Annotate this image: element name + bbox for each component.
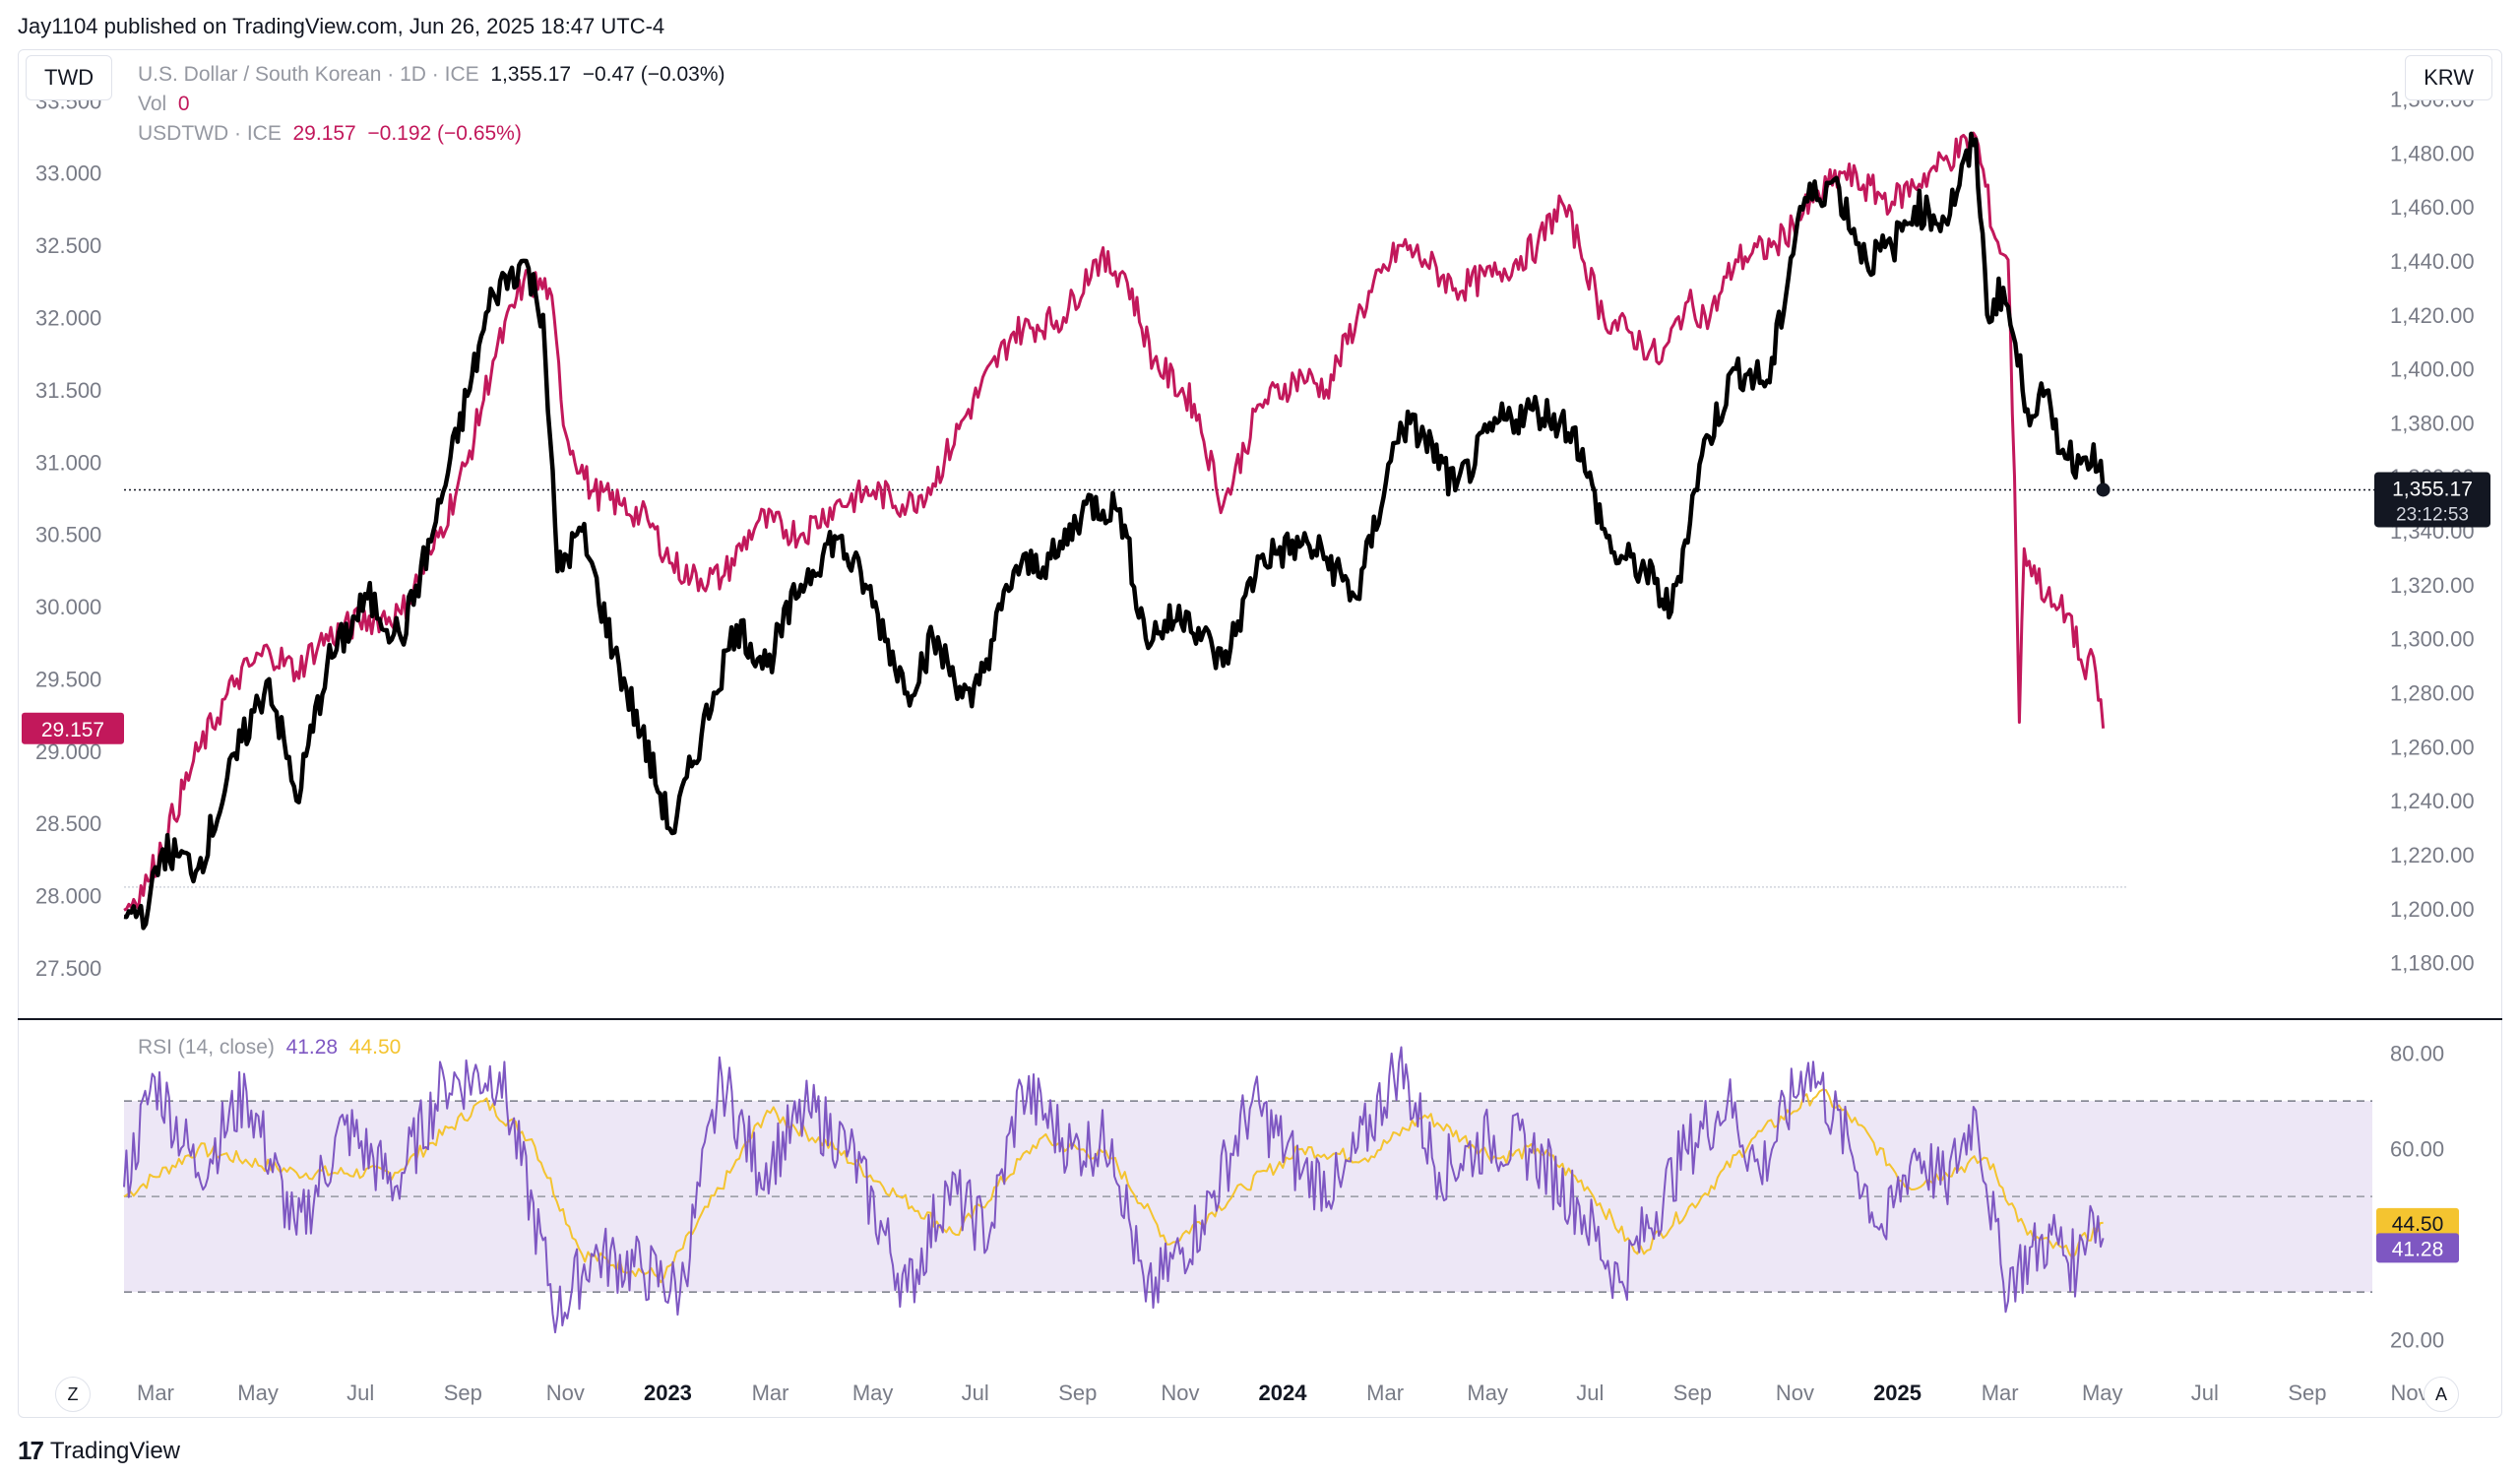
x-tick-label: May (237, 1381, 279, 1405)
right-tick-label: 1,280.00 (2390, 680, 2475, 705)
legend-vol[interactable]: Vol 0 (138, 93, 190, 116)
series-layer (123, 131, 2110, 1334)
krw-price-badge-label: 1,355.17 (2392, 478, 2473, 500)
tradingview-logo[interactable]: 17 TradingView (18, 1436, 180, 1466)
legend-main-values: 1,355.17 −0.47 (−0.03%) (490, 63, 725, 86)
right-tick-label: 1,400.00 (2390, 357, 2475, 382)
x-tick-label: May (2082, 1381, 2123, 1405)
x-tick-label: May (852, 1381, 894, 1405)
x-tick-label: 2025 (1873, 1381, 1922, 1405)
legend-overlay-values: 29.157 −0.192 (−0.65%) (292, 122, 522, 145)
x-axis-ticks: Mar May Jul Sep Nov 2023 Mar May Jul Sep Nov 2024 Ma… (137, 1381, 2429, 1405)
x-tick-label: May (1467, 1381, 1508, 1405)
x-tick-label: Nov (1776, 1381, 1814, 1405)
x-tick-label: Sep (1673, 1381, 1712, 1405)
right-tick-label: 1,240.00 (2390, 789, 2475, 813)
left-symbol-button[interactable]: TWD (26, 55, 113, 100)
rsi-ma-line (123, 1088, 2104, 1284)
krw-price-badge (2374, 472, 2490, 528)
legend-main[interactable]: U.S. Dollar / South Korean · 1D · ICE 1,… (138, 63, 725, 87)
twd-price-badge-label: 29.157 (41, 719, 104, 741)
right-tick-label: 1,220.00 (2390, 843, 2475, 868)
rsi-tick-label: 80.00 (2390, 1042, 2444, 1066)
x-tick-label: Nov (546, 1381, 585, 1405)
x-tick-label: Mar (1366, 1381, 1404, 1405)
left-tick-label: 29.500 (35, 667, 101, 691)
right-tick-label: 1,420.00 (2390, 303, 2475, 328)
right-symbol-button[interactable]: KRW (2405, 55, 2492, 100)
usdkrw-line (123, 131, 2106, 931)
left-tick-label: 30.500 (35, 523, 101, 547)
x-tick-label: Mar (1982, 1381, 2019, 1405)
x-tick-label: Sep (2288, 1381, 2326, 1405)
legend-overlay[interactable]: USDTWD · ICE 29.157 −0.192 (−0.65%) (138, 122, 522, 146)
right-tick-label: 1,480.00 (2390, 141, 2475, 165)
rsi-axis-ticks: 80.00 60.00 20.00 (2390, 1042, 2444, 1353)
x-tick-label: Jul (1576, 1381, 1604, 1405)
legend-vol-label: Vol (138, 93, 167, 115)
right-tick-label: 1,380.00 (2390, 411, 2475, 435)
left-tick-label: 32.000 (35, 306, 101, 331)
x-tick-label: Jul (2191, 1381, 2219, 1405)
rsi-tick-label: 20.00 (2390, 1328, 2444, 1353)
right-tick-label: 1,260.00 (2390, 735, 2475, 759)
x-tick-label: 2024 (1259, 1381, 1308, 1405)
rsi-legend-ma-value: 44.50 (348, 1036, 402, 1059)
left-tick-label: 33.000 (35, 161, 101, 186)
twd-price-badge (22, 712, 124, 744)
last-price-dot (2096, 482, 2110, 497)
left-tick-label: 30.000 (35, 595, 101, 619)
right-tick-label: 1,200.00 (2390, 897, 2475, 922)
x-tick-label: Sep (444, 1381, 482, 1405)
legend-overlay-name: USDTWD · ICE (138, 122, 282, 145)
usdtwd-line (123, 131, 2106, 912)
right-tick-label: 1,300.00 (2390, 627, 2475, 652)
left-tick-label: 32.500 (35, 233, 101, 258)
publisher-line: Jay1104 published on TradingView.com, Ju… (18, 14, 665, 38)
rsi-line (123, 1046, 2105, 1334)
rsi-guides (124, 1100, 2372, 1293)
legend-main-name: U.S. Dollar / South Korean · 1D · ICE (138, 63, 479, 86)
left-tick-label: 27.500 (35, 956, 101, 981)
x-tick-label: Jul (346, 1381, 374, 1405)
rsi-legend[interactable]: RSI (14, close) 41.28 44.50 (138, 1036, 401, 1060)
x-tick-label: Mar (137, 1381, 174, 1405)
tradingview-brand: TradingView (49, 1437, 180, 1464)
rsi-ma-badge (2376, 1207, 2459, 1238)
rsi-ma-badge-label: 44.50 (2392, 1213, 2444, 1236)
x-tick-label: Nov (2390, 1381, 2428, 1405)
left-tick-label: 28.500 (35, 811, 101, 836)
auto-scale-a-button[interactable]: A (2424, 1377, 2459, 1412)
left-tick-label: 31.500 (35, 378, 101, 403)
x-tick-label: Jul (962, 1381, 989, 1405)
left-tick-label: 28.000 (35, 884, 101, 909)
rsi-legend-label: RSI (14, close) (138, 1036, 275, 1059)
x-tick-label: Mar (752, 1381, 789, 1405)
right-axis-ticks: 1,500.001,480.001,460.001,440.001,420.00… (2390, 87, 2475, 975)
krw-countdown-label: 23:12:53 (2396, 504, 2469, 525)
left-tick-label: 31.000 (35, 450, 101, 475)
x-tick-label: Sep (1058, 1381, 1097, 1405)
auto-scale-z-button[interactable]: Z (55, 1377, 91, 1412)
tradingview-logo-icon: 17 (18, 1436, 44, 1465)
rsi-tick-label: 60.00 (2390, 1137, 2444, 1162)
chart-frame (18, 49, 2502, 1418)
x-tick-label: Nov (1161, 1381, 1199, 1405)
left-axis-ticks: 33.50033.00032.50032.00031.50031.00030.5… (35, 89, 101, 981)
legend-vol-value: 0 (177, 93, 190, 115)
right-tick-label: 1,440.00 (2390, 249, 2475, 274)
x-tick-label: 2023 (644, 1381, 692, 1405)
rsi-badge (2376, 1233, 2459, 1263)
right-tick-label: 1,180.00 (2390, 951, 2475, 976)
rsi-legend-value: 41.28 (285, 1036, 339, 1059)
rsi-badge-label: 41.28 (2392, 1238, 2444, 1260)
right-tick-label: 1,320.00 (2390, 573, 2475, 598)
right-tick-label: 1,460.00 (2390, 195, 2475, 220)
